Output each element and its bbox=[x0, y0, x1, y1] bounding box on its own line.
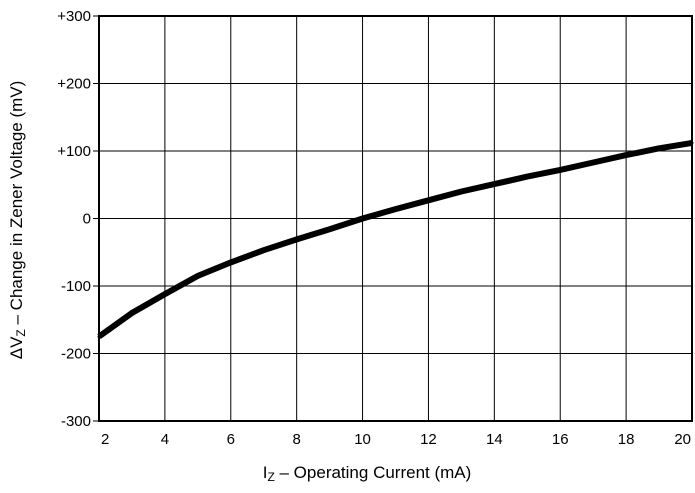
plot-frame bbox=[98, 15, 693, 422]
data-point bbox=[97, 335, 101, 339]
x-tick-label: 18 bbox=[618, 431, 635, 448]
data-point bbox=[459, 190, 463, 193]
series-layer bbox=[97, 139, 694, 340]
grid bbox=[93, 15, 693, 422]
data-point bbox=[394, 207, 397, 211]
x-tick-label: 20 bbox=[674, 431, 691, 448]
data-point bbox=[558, 168, 562, 172]
data-point bbox=[295, 237, 299, 241]
x-tick-label: 12 bbox=[420, 431, 437, 448]
data-point bbox=[196, 274, 200, 278]
y-tick-labels: +300 +200 +100 0 -100 -200 -300 bbox=[57, 8, 91, 430]
x-axis-title: IZ – Operating Current (mA) bbox=[263, 463, 472, 484]
data-point bbox=[525, 175, 529, 179]
data-point bbox=[492, 182, 496, 186]
data-point bbox=[328, 227, 332, 231]
x-tick-labels: 2 4 6 8 10 12 14 16 18 20 bbox=[101, 431, 691, 448]
x-tick-label: 14 bbox=[486, 431, 503, 448]
y-tick-label: +200 bbox=[57, 76, 91, 93]
data-point bbox=[163, 292, 167, 296]
x-tick-label: 4 bbox=[161, 431, 169, 448]
y-tick-label: -300 bbox=[61, 413, 91, 430]
data-point bbox=[624, 153, 628, 157]
x-tick-label: 2 bbox=[101, 431, 109, 448]
y-tick-label: +100 bbox=[57, 143, 91, 160]
y-tick-label: -200 bbox=[61, 346, 91, 363]
x-tick-label: 16 bbox=[552, 431, 569, 448]
x-tick-label: 6 bbox=[227, 431, 235, 448]
y-axis-title: ΔVZ – Change in Zener Voltage (mV) bbox=[7, 81, 28, 360]
data-point bbox=[591, 160, 595, 164]
x-tick-label: 8 bbox=[292, 431, 300, 448]
data-point bbox=[262, 248, 266, 252]
x-tick-label: 10 bbox=[354, 431, 371, 448]
y-tick-label: -100 bbox=[61, 278, 91, 295]
data-point bbox=[426, 198, 430, 202]
series-line bbox=[97, 139, 693, 340]
y-tick-label: +300 bbox=[57, 8, 91, 25]
data-point bbox=[361, 217, 365, 220]
data-point bbox=[657, 146, 661, 150]
data-point bbox=[130, 311, 134, 315]
y-tick-label: 0 bbox=[83, 211, 91, 228]
data-point bbox=[690, 141, 694, 145]
data-point bbox=[229, 260, 233, 264]
